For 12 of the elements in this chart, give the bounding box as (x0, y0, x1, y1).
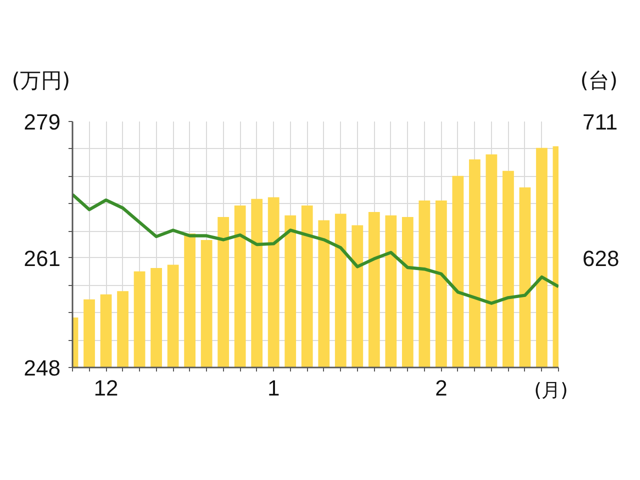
line-series (72, 192, 558, 305)
y2-axis-title: (台) (580, 68, 618, 92)
y-tick-label: 279 (24, 110, 61, 134)
y2-tick-label: 628 (582, 246, 620, 272)
x-tick-label: 1 (267, 376, 280, 400)
y-tick-label: 248 (24, 356, 61, 380)
x-tick-label: 2 (435, 376, 448, 400)
x-tick-label: 12 (94, 376, 118, 400)
y2-tick-label: 711 (582, 110, 618, 134)
x-axis-title: (月) (534, 380, 568, 402)
y-axis-title: (万円) (12, 68, 70, 92)
y-tick-label: 261 (24, 246, 61, 271)
